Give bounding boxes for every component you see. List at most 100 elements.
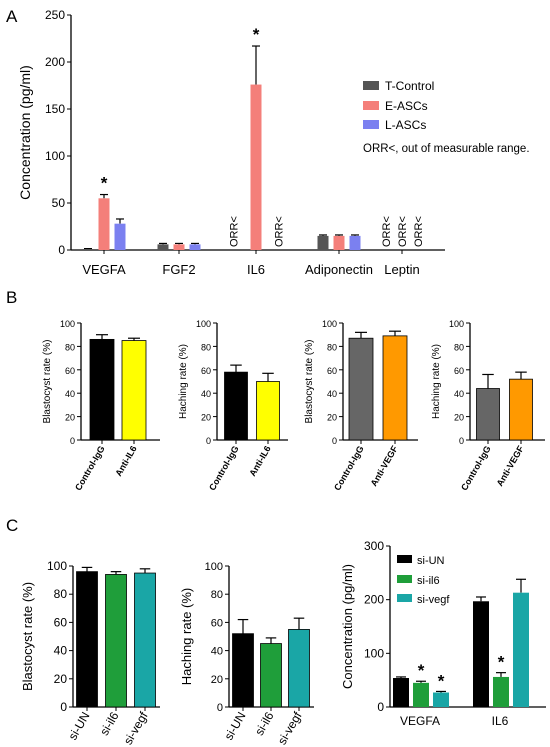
- A-y-tick-label: 100: [45, 149, 65, 163]
- B2-y-tick-label: 60: [201, 366, 211, 376]
- A-x-tick-label: IL6: [247, 262, 265, 277]
- C3-legend-label: si-il6: [417, 575, 440, 587]
- B2-x-tick-label: Anti-IL6: [247, 444, 272, 478]
- C3-bar-si-il6: [493, 676, 509, 707]
- A-bar-L-ASCs: [189, 244, 201, 250]
- B4-x-tick-label: Control-IgG: [459, 444, 493, 492]
- A-legend-label: T-Control: [385, 79, 434, 93]
- C2-bar: [232, 633, 254, 708]
- panel-label-a: A: [6, 7, 18, 26]
- A-x-tick-label: FGF2: [162, 262, 195, 277]
- C3-y-tick-label: 0: [377, 700, 384, 714]
- A-orr-label: ORR<: [397, 216, 409, 247]
- A-legend-swatch: [363, 120, 379, 129]
- B3-bar: [348, 337, 374, 441]
- B2-bar: [256, 381, 280, 441]
- B1-y-tick-label: 60: [65, 366, 75, 376]
- C2-x-tick-label: si-UN: [221, 710, 248, 743]
- B3-y-tick-label: 40: [327, 389, 337, 399]
- A-orr-label: ORR<: [413, 216, 425, 247]
- C1-y-tick-label: 40: [54, 644, 68, 658]
- B1-bar: [121, 340, 147, 441]
- B3-y-tick-label: 100: [322, 319, 337, 329]
- A-bar-E-ASCs: [250, 84, 262, 250]
- panel-label-c: C: [6, 516, 18, 535]
- A-x-tick-label: Adiponectin: [305, 262, 373, 277]
- B2-y-axis-title: Haching rate (%): [178, 344, 189, 419]
- A-bar-E-ASCs: [173, 244, 185, 250]
- B4-y-axis-title: Haching rate (%): [431, 344, 442, 419]
- B2-y-tick-label: 100: [196, 319, 211, 329]
- C2-bar: [260, 643, 282, 708]
- C3-y-tick-label: 100: [364, 646, 384, 660]
- C3-y-axis-title: Concentration (pg/ml): [340, 564, 355, 689]
- A-x-tick-label: VEGFA: [82, 262, 126, 277]
- B2-x-tick-label: Control-IgG: [207, 444, 241, 492]
- A-orr-label: ORR<: [381, 216, 393, 247]
- C3-legend-swatch: [397, 594, 412, 602]
- A-legend-label: E-ASCs: [385, 99, 428, 113]
- A-y-tick-label: 50: [52, 196, 66, 210]
- C1-bar: [76, 571, 98, 708]
- C3-significance-star: *: [498, 653, 505, 672]
- C2-y-tick-label: 60: [211, 617, 223, 629]
- B4-y-tick-label: 0: [459, 436, 464, 446]
- A-bar-E-ASCs: [333, 235, 345, 250]
- A-bar-T-Control: [317, 235, 329, 250]
- C1-y-tick-label: 60: [54, 615, 68, 629]
- C2-y-tick-label: 80: [211, 589, 223, 601]
- C2-x-tick-label: si-il6: [252, 709, 277, 738]
- B4-bar: [476, 388, 500, 441]
- C1-y-tick-label: 80: [54, 587, 68, 601]
- B2-bar: [224, 371, 248, 441]
- B2-y-tick-label: 0: [206, 436, 211, 446]
- A-bar-T-Control: [157, 244, 169, 250]
- C1-y-tick-label: 20: [54, 672, 68, 686]
- B1-y-tick-label: 100: [60, 319, 75, 329]
- A-bar-L-ASCs: [114, 223, 126, 250]
- A-bar-L-ASCs: [349, 235, 361, 250]
- C2-y-tick-label: 20: [211, 674, 223, 686]
- C2-y-tick-label: 0: [217, 702, 223, 714]
- A-legend-label: L-ASCs: [385, 118, 426, 132]
- charts-layer: 0 20 40 60 80 100 Blastocyst rate (%) Control-I…: [17, 8, 546, 747]
- C3-significance-star: *: [438, 671, 445, 690]
- B4-y-tick-label: 40: [454, 389, 464, 399]
- C2-y-axis-title: Haching rate (%): [179, 588, 194, 686]
- A-significance-star: *: [253, 25, 260, 44]
- panel-label-b: B: [6, 288, 17, 307]
- A-x-tick-label: Leptin: [384, 262, 419, 277]
- C3-bar-si-il6: [413, 682, 429, 707]
- B1-y-tick-label: 40: [65, 389, 75, 399]
- C1-y-tick-label: 100: [47, 559, 67, 573]
- C3-bar-si-UN: [473, 601, 489, 707]
- A-bar-T-Control: [82, 249, 94, 250]
- C3-y-tick-label: 300: [364, 539, 384, 553]
- B4-y-tick-label: 60: [454, 366, 464, 376]
- B2-y-tick-label: 20: [201, 413, 211, 423]
- B1-bar: [89, 338, 115, 441]
- C1-bar: [105, 574, 127, 708]
- B4-y-tick-label: 100: [449, 319, 464, 329]
- A-legend-swatch: [363, 81, 379, 90]
- C1-x-tick-label: si-UN: [65, 710, 92, 743]
- B1-x-tick-label: Anti-IL6: [113, 444, 138, 478]
- B4-x-tick-label: Anti-VEGF: [495, 444, 526, 488]
- C3-significance-star: *: [418, 661, 425, 680]
- A-y-tick-label: 250: [45, 8, 65, 22]
- B3-y-axis-title: Blastocyst rate (%): [304, 340, 315, 424]
- C3-bar-si-vegf: [433, 692, 449, 707]
- C3-bar-si-vegf: [513, 592, 529, 707]
- B1-x-tick-label: Control-IgG: [73, 444, 107, 492]
- B2-y-tick-label: 80: [201, 342, 211, 352]
- B3-y-tick-label: 80: [327, 342, 337, 352]
- C1-bar: [134, 572, 156, 708]
- B2-y-tick-label: 40: [201, 389, 211, 399]
- C3-legend-swatch: [397, 575, 412, 583]
- C2-y-tick-label: 40: [211, 646, 223, 658]
- A-legend-swatch: [363, 101, 379, 110]
- A-bar-E-ASCs: [98, 198, 110, 250]
- B3-x-tick-label: Anti-VEGF: [369, 444, 400, 488]
- C3-y-tick-label: 200: [364, 593, 384, 607]
